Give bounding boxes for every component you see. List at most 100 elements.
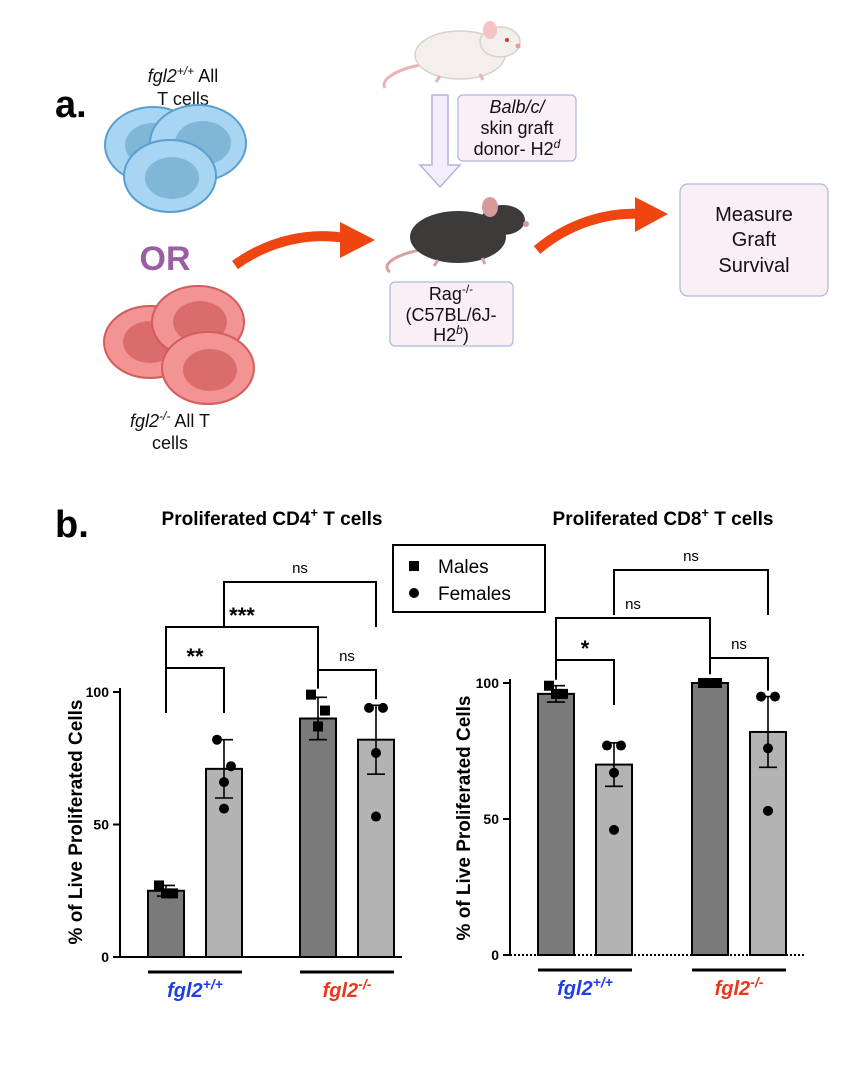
readout-label: Graft: [732, 229, 777, 251]
text: H2: [433, 325, 456, 345]
point: [756, 691, 766, 702]
readout-label: Measure: [715, 204, 793, 226]
group-label: fgl2-/-: [715, 974, 764, 1000]
text: All: [194, 66, 218, 86]
y-axis-label: % of Live Proliferated Cells: [454, 696, 475, 941]
chart-title: Proliferated CD4+ T cells: [162, 505, 383, 530]
y-tick-label: 50: [93, 817, 109, 833]
gene: fgl2: [323, 980, 359, 1002]
significance-bracket: [317, 669, 377, 700]
significance-bracket: [223, 581, 377, 627]
superscript: b: [456, 323, 463, 337]
point: [602, 740, 612, 751]
bar: [691, 682, 729, 956]
white-mouse: [382, 21, 521, 89]
point: [168, 888, 178, 899]
bar: [299, 717, 337, 958]
panel-label: a.: [55, 84, 87, 126]
or-label: OR: [140, 240, 191, 278]
superscript: -/-: [159, 409, 170, 423]
superscript: +/+: [593, 974, 613, 990]
text: ): [463, 325, 469, 345]
superscript: +: [701, 505, 709, 520]
recipient-label: (C57BL/6J-: [405, 305, 496, 325]
donor-box: [457, 94, 577, 162]
superscript: -/-: [358, 976, 372, 992]
point: [712, 678, 722, 688]
point: [371, 747, 381, 758]
y-tick-label: 50: [483, 811, 499, 827]
point: [763, 805, 773, 816]
ko-cells-label: cells: [152, 433, 188, 453]
recipient-label: H2b): [433, 323, 469, 345]
point: [551, 688, 561, 699]
group-label: fgl2-/-: [323, 976, 372, 1002]
y-axis-label: % of Live Proliferated Cells: [66, 700, 87, 945]
recipient-box: [389, 281, 514, 347]
down-arrow: [418, 94, 462, 189]
wt-cells-label: fgl2+/+ All: [148, 64, 218, 86]
blue-cells: [104, 104, 247, 213]
significance-label: ns: [339, 648, 355, 665]
point: [364, 702, 374, 713]
readout-label: Survival: [718, 255, 789, 277]
point: [219, 803, 229, 814]
significance-bracket: [165, 667, 225, 713]
group-label: fgl2+/+: [557, 974, 613, 1000]
point: [320, 705, 330, 716]
point: [558, 688, 568, 699]
point: [609, 767, 619, 778]
y-tick-label: 100: [476, 675, 500, 691]
y-tick-label: 100: [86, 684, 110, 700]
point: [371, 811, 381, 822]
significance-label: ns: [731, 636, 747, 653]
point: [705, 678, 715, 688]
bar: [749, 730, 787, 957]
ko-cells-label: fgl2-/- All T: [130, 409, 210, 431]
gene: fgl2: [557, 978, 593, 1000]
significance-bracket: [555, 659, 615, 705]
point: [763, 743, 773, 754]
y-tick-label: 0: [101, 949, 109, 965]
significance-label: ns: [625, 596, 641, 613]
gene: fgl2: [130, 411, 159, 431]
bar: [537, 692, 575, 956]
point: [212, 734, 222, 745]
panel-label: b.: [55, 504, 89, 546]
legend-label: Males: [438, 557, 489, 578]
donor-label: Balb/c/: [489, 97, 546, 117]
text: Proliferated CD8: [553, 509, 702, 530]
point: [313, 721, 323, 732]
bar: [595, 763, 633, 956]
point: [226, 761, 236, 772]
red-cells: [103, 285, 255, 405]
text: All T: [170, 411, 210, 431]
text: T cells: [709, 509, 773, 530]
legend-box: [392, 544, 546, 613]
gene: fgl2: [715, 978, 751, 1000]
y-tick-label: 0: [491, 947, 499, 963]
point: [698, 678, 708, 688]
donor-label: donor- H2d: [474, 137, 561, 159]
text: T cells: [318, 509, 382, 530]
chart-title: Proliferated CD8+ T cells: [553, 505, 774, 530]
significance-bracket: [709, 657, 769, 691]
legend-marker: [409, 588, 419, 598]
gene: fgl2: [148, 66, 177, 86]
point: [378, 702, 388, 713]
text: Balb/c/: [489, 97, 546, 117]
significance-label: *: [581, 636, 590, 661]
significance-bracket: [555, 617, 711, 663]
significance-bracket: [165, 626, 319, 672]
superscript: +: [310, 505, 318, 520]
superscript: +/+: [177, 64, 194, 78]
wt-cells-label: T cells: [157, 89, 209, 109]
bar: [147, 889, 185, 958]
point: [154, 880, 164, 891]
significance-label: ns: [683, 548, 699, 565]
superscript: +/+: [203, 976, 223, 992]
legend-label: Females: [438, 584, 511, 605]
text: Rag: [429, 284, 462, 304]
superscript: -/-: [750, 974, 764, 990]
text: donor- H2: [474, 139, 554, 159]
